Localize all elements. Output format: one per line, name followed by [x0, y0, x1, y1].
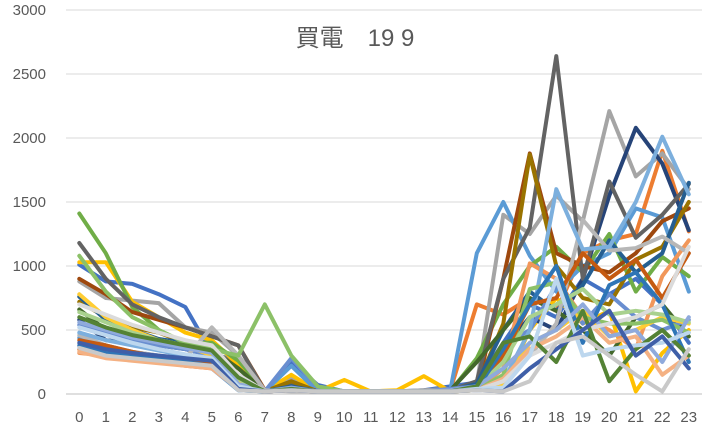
x-tick-label: 14 [442, 409, 459, 426]
y-tick-label: 0 [38, 386, 46, 403]
x-tick-label: 6 [234, 409, 242, 426]
series-line-28 [77, 334, 691, 394]
x-tick-label: 1 [102, 409, 110, 426]
y-tick-label: 500 [21, 322, 46, 339]
x-tick-label: 2 [128, 409, 136, 426]
x-tick-label: 7 [261, 409, 269, 426]
y-tick-label: 2500 [13, 66, 46, 83]
y-tick-label: 3000 [13, 2, 46, 19]
x-tick-label: 13 [415, 409, 432, 426]
x-tick-label: 10 [336, 409, 353, 426]
x-tick-label: 20 [601, 409, 618, 426]
y-axis-ticks: 0 500 1000 1500 2000 2500 3000 [13, 2, 46, 403]
x-tick-label: 4 [181, 409, 189, 426]
x-tick-label: 12 [389, 409, 406, 426]
chart-title: 買電 19 9 [296, 25, 415, 52]
y-tick-label: 1000 [13, 258, 46, 275]
x-tick-label: 18 [548, 409, 565, 426]
x-tick-label: 22 [654, 409, 671, 426]
x-tick-label: 15 [468, 409, 485, 426]
x-tick-label: 17 [521, 409, 538, 426]
x-tick-label: 9 [314, 409, 322, 426]
x-tick-label: 0 [75, 409, 83, 426]
x-tick-label: 11 [363, 409, 379, 426]
series-lines [77, 54, 691, 394]
x-tick-label: 5 [208, 409, 216, 426]
x-tick-label: 16 [495, 409, 512, 426]
x-tick-label: 23 [680, 409, 697, 426]
x-tick-label: 8 [287, 409, 295, 426]
x-tick-label: 19 [574, 409, 591, 426]
gridlines [66, 9, 702, 395]
x-tick-label: 21 [627, 409, 644, 426]
y-tick-label: 1500 [13, 194, 46, 211]
x-tick-label: 3 [155, 409, 163, 426]
x-axis-ticks: 0 1 2 3 4 5 6 7 8 9 10 11 12 13 14 15 16 17 18 19 20 21 22 23 [75, 409, 697, 426]
y-tick-label: 2000 [13, 130, 46, 147]
